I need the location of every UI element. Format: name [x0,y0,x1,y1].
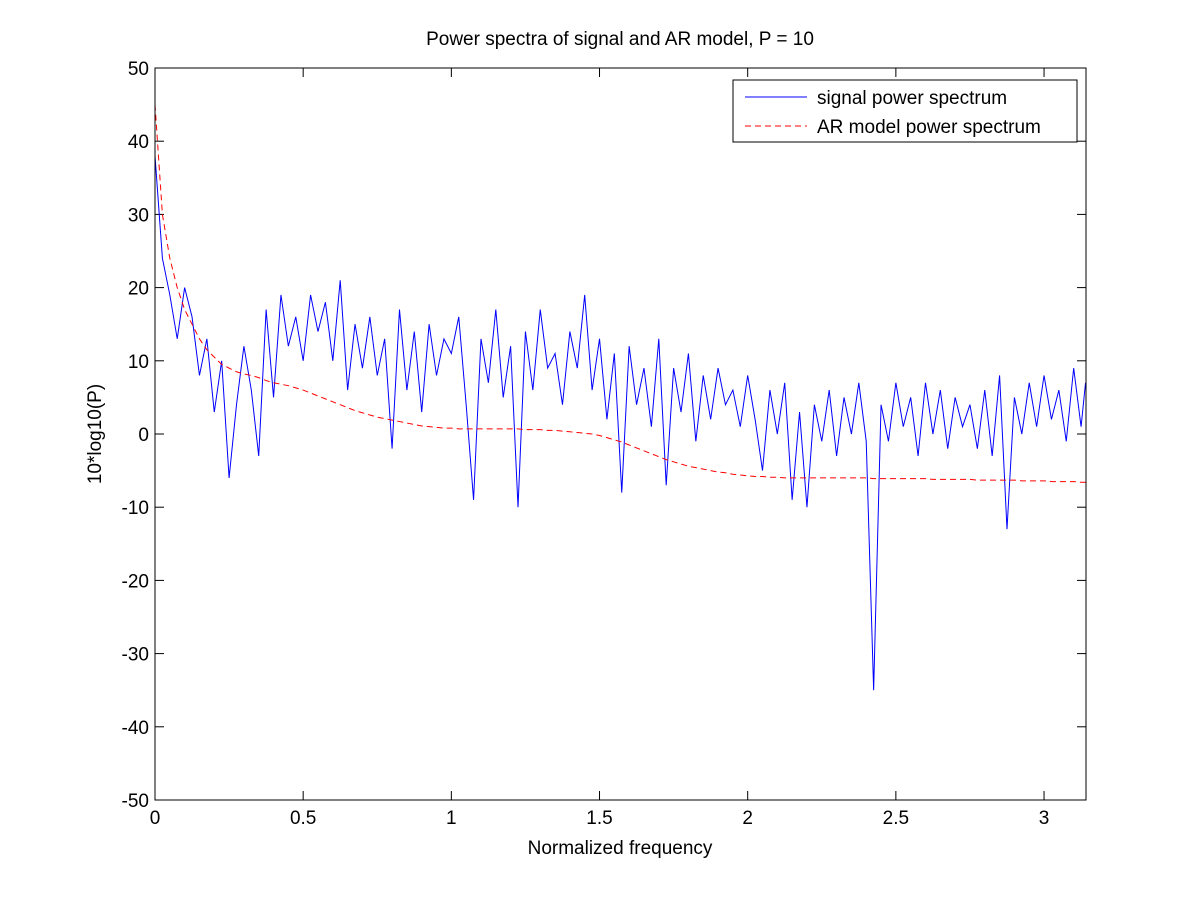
x-tick-label: 0.5 [290,808,316,829]
x-tick-label: 2.5 [883,808,909,829]
y-tick-label: 0 [138,425,149,446]
y-axis-label: 10*log10(P) [85,384,106,484]
series-line [154,155,1087,691]
y-tick-label: 40 [128,132,149,153]
x-tick-label: 1 [446,808,457,829]
x-tick-label: 0 [150,808,161,829]
legend-label: signal power spectrum [817,88,1007,109]
legend-box [732,79,1078,143]
y-tick-label: 10 [128,352,149,373]
y-tick-label: 50 [128,59,149,80]
series-line [154,104,1086,483]
x-tick-label: 2 [742,808,753,829]
y-tick-label: -10 [122,498,149,519]
plot-frame [154,67,1087,801]
y-tick-label: 30 [128,205,149,226]
x-tick-label: 3 [1039,808,1050,829]
x-tick-label: 1.5 [586,808,612,829]
y-tick-label: -40 [122,718,149,739]
y-tick-label: 20 [128,279,149,300]
legend-label: AR model power spectrum [817,117,1041,138]
y-tick-label: -50 [122,791,149,812]
chart-title: Power spectra of signal and AR model, P … [426,29,814,50]
x-axis-label: Normalized frequency [528,838,713,859]
y-tick-label: -30 [122,645,149,666]
y-tick-label: -20 [122,571,149,592]
